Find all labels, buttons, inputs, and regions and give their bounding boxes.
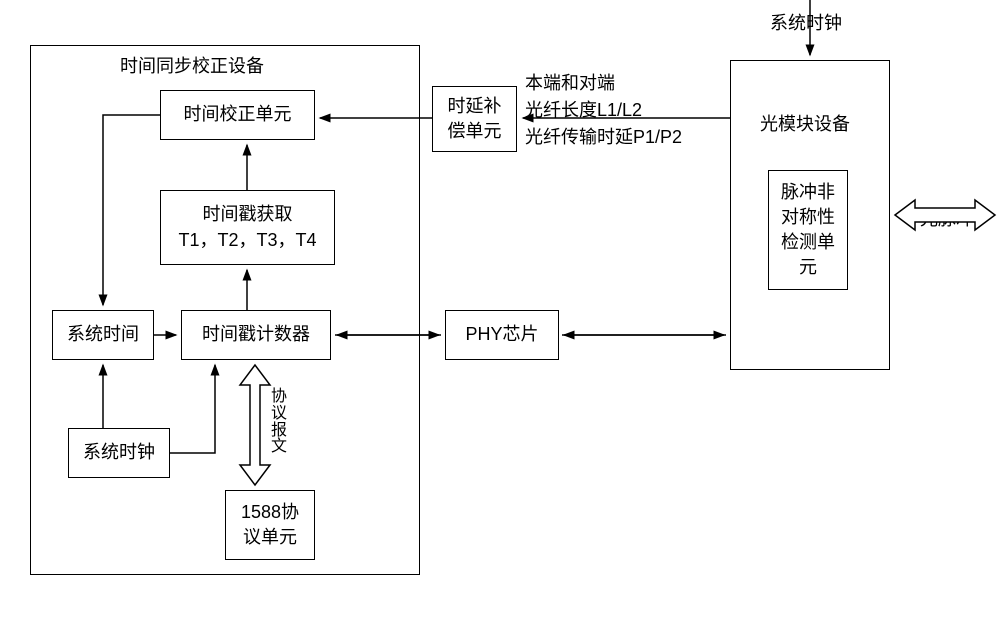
timestamp-counter-box: 时间戳计数器 [181,310,331,360]
pulse-asymmetry-detect-l3: 检测单 [781,230,835,255]
fiber-info-line3: 光纤传输时延P1/P2 [525,124,682,151]
fiber-info-label: 本端和对端 光纤长度L1/L2 光纤传输时延P1/P2 [525,70,682,151]
phy-chip-box: PHY芯片 [445,310,559,360]
system-time-box: 系统时间 [52,310,154,360]
system-time-label: 系统时间 [67,322,139,347]
system-clock-inner-label: 系统时钟 [83,440,155,465]
timestamp-counter-label: 时间戳计数器 [202,322,310,347]
time-sync-correction-device-title: 时间同步校正设备 [120,52,264,78]
pulse-asymmetry-detect-l2: 对称性 [781,205,835,230]
optical-pulse-label: 光脉冲 [920,206,974,233]
timestamp-acquire-box: 时间戳获取 T1，T2，T3，T4 [160,190,335,265]
fiber-info-line2: 光纤长度L1/L2 [525,97,682,124]
pulse-asymmetry-detect-l4: 元 [799,255,817,280]
diagram-stage: 时间同步校正设备 时间校正单元 时间戳获取 T1，T2，T3，T4 系统时间 时… [0,0,1000,632]
phy-chip-label: PHY芯片 [465,322,538,347]
delay-compensation-label1: 时延补 [448,94,502,119]
protocol-unit-box: 1588协 议单元 [225,490,315,560]
protocol-unit-label1: 1588协 [241,500,299,525]
optical-module-device-title: 光模块设备 [760,110,850,136]
time-correction-unit-label: 时间校正单元 [184,102,292,127]
pulse-asymmetry-detect-box: 脉冲非 对称性 检测单 元 [768,170,848,290]
system-clock-inner-box: 系统时钟 [68,428,170,478]
pulse-asymmetry-detect-l1: 脉冲非 [781,180,835,205]
protocol-unit-label2: 议单元 [243,525,297,550]
delay-compensation-box: 时延补 偿单元 [432,86,517,152]
protocol-message-label: 协议报文 [269,389,289,456]
system-clock-top-label: 系统时钟 [770,10,842,37]
time-correction-unit-box: 时间校正单元 [160,90,315,140]
fiber-info-line1: 本端和对端 [525,70,682,97]
timestamp-acquire-label1: 时间戳获取 [203,202,293,227]
timestamp-acquire-label2: T1，T2，T3，T4 [178,228,316,253]
delay-compensation-label2: 偿单元 [448,119,502,144]
